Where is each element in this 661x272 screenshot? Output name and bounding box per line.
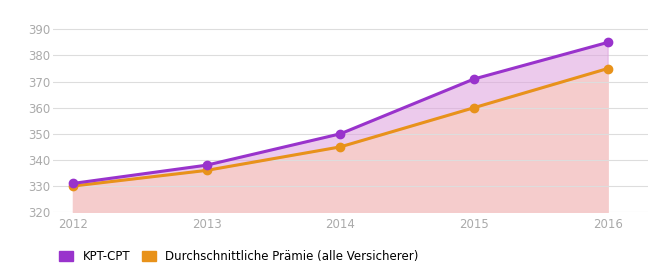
Legend: KPT-CPT, Durchschnittliche Prämie (alle Versicherer): KPT-CPT, Durchschnittliche Prämie (alle …: [59, 251, 419, 263]
